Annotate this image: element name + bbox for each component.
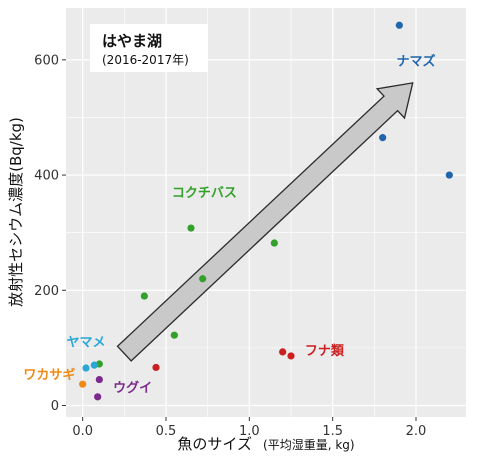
series-label: ワカサギ [23, 367, 75, 383]
data-point [94, 393, 102, 401]
x-tick-label: 1.5 [322, 424, 343, 439]
y-tick-label: 600 [34, 53, 59, 68]
data-point [90, 361, 98, 369]
trend-arrow-shape [116, 82, 414, 362]
grid-lines [66, 8, 466, 417]
inset-box: はやま湖 (2016-2017年) [90, 24, 208, 72]
data-point [187, 224, 195, 232]
data-point [395, 21, 403, 29]
y-tick-label: 200 [34, 284, 59, 299]
x-axis-title-main: 魚のサイズ [177, 435, 252, 453]
series-label: コクチバス [172, 186, 237, 201]
data-point [170, 331, 178, 339]
data-point [79, 380, 87, 388]
x-tick-label: 0.0 [72, 424, 93, 439]
x-tick-label: 2.0 [406, 424, 427, 439]
x-tick-label: 0.5 [156, 424, 177, 439]
data-points [79, 21, 453, 401]
data-point [199, 275, 207, 283]
y-tick-label: 0 [51, 399, 59, 414]
series-label: ナマズ [396, 54, 435, 70]
data-point [445, 171, 453, 179]
data-point [379, 134, 387, 142]
data-point [279, 348, 287, 356]
data-point [95, 375, 103, 384]
data-point [270, 239, 278, 247]
inset-title: はやま湖 [102, 32, 162, 50]
data-point [82, 364, 90, 372]
series-label: ウグイ [113, 380, 152, 396]
x-tick-label: 1.0 [239, 424, 260, 439]
x-axis-title-sub: (平均湿重量, kg) [263, 437, 355, 452]
trend-arrow [116, 82, 414, 362]
data-point [152, 363, 160, 372]
axis-ticks: 0.0 0.5 1.0 1.5 2.0 0 200 400 600 [34, 53, 426, 439]
y-tick-label: 400 [34, 169, 59, 184]
y-axis-title: 放射性セシウム濃度(Bq/kg) [7, 117, 25, 307]
data-point [140, 292, 148, 300]
inset-subtitle: (2016-2017年) [102, 53, 189, 67]
x-axis-title: 魚のサイズ (平均湿重量, kg) [177, 434, 354, 453]
series-label: ヤマメ [66, 336, 105, 351]
data-point [287, 352, 295, 360]
series-label: フナ類 [305, 344, 345, 359]
